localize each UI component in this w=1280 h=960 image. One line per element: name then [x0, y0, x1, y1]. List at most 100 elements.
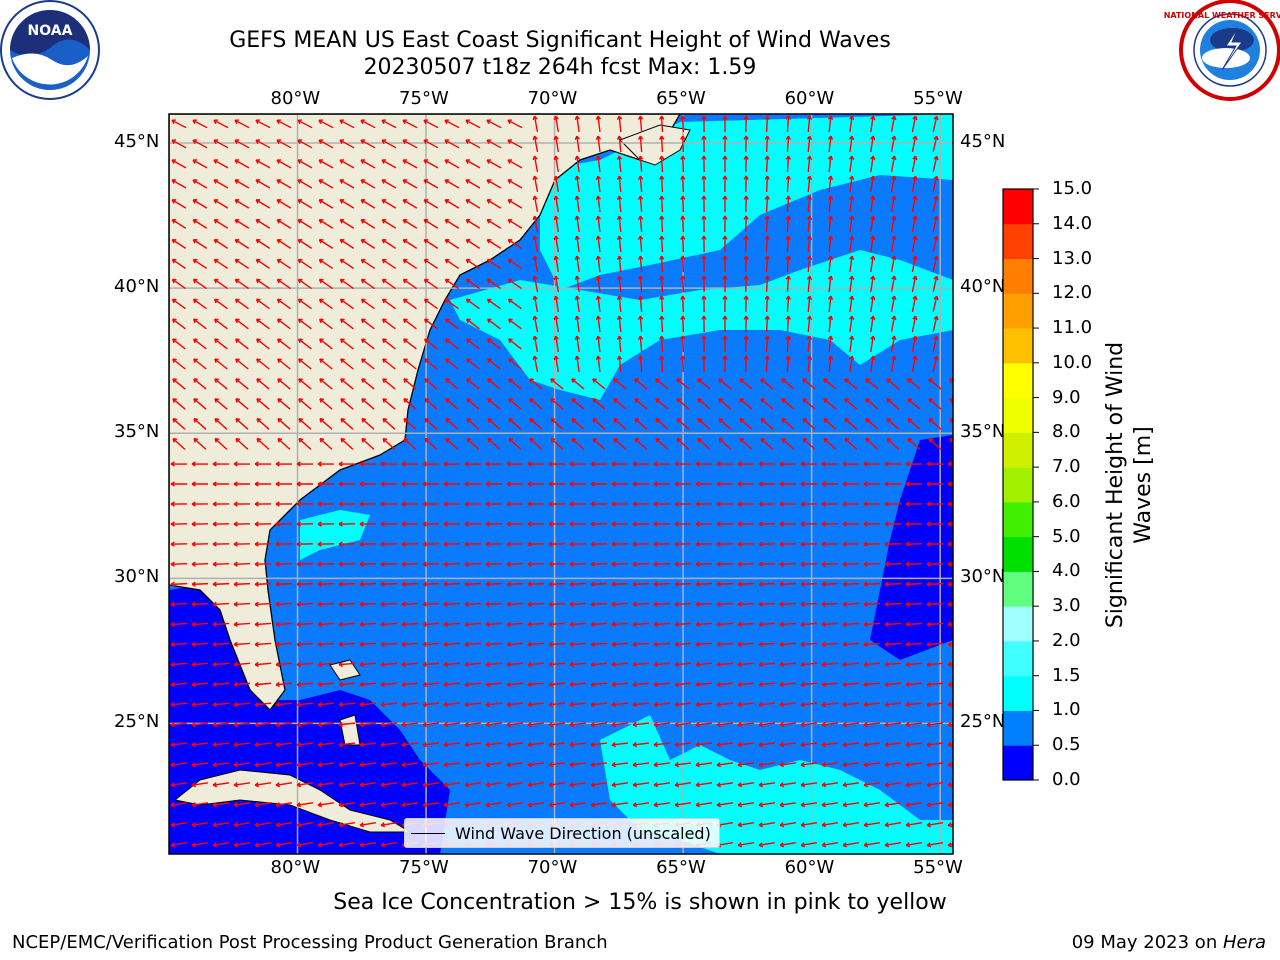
wind-wave-arrow — [764, 255, 770, 273]
wind-wave-arrow — [806, 335, 813, 353]
wind-wave-arrow — [464, 802, 482, 808]
wind-wave-arrow — [701, 195, 707, 213]
wind-wave-arrow — [296, 521, 314, 527]
wind-wave-arrow — [701, 315, 707, 333]
wind-wave-arrow — [486, 119, 502, 129]
wind-wave-arrow — [905, 461, 923, 467]
wind-wave-arrow — [827, 295, 834, 313]
wind-wave-arrow — [827, 235, 834, 253]
wind-wave-arrow — [532, 135, 539, 152]
wind-wave-arrow — [659, 115, 665, 133]
wind-wave-arrow — [532, 175, 539, 192]
wind-wave-arrow — [532, 295, 539, 312]
wind-wave-arrow — [616, 315, 623, 333]
colorbar-tick-label: 14.0 — [1052, 212, 1093, 234]
wind-wave-arrow — [590, 501, 608, 507]
wind-wave-arrow — [574, 155, 580, 173]
wind-wave-arrow — [932, 175, 939, 192]
wind-wave-arrow — [884, 681, 902, 688]
wind-wave-arrow — [506, 802, 524, 808]
wind-wave-arrow — [508, 358, 522, 370]
wind-wave-arrow — [380, 762, 398, 768]
wind-wave-arrow — [932, 135, 939, 152]
wind-wave-arrow — [695, 521, 713, 527]
wind-wave-arrow — [213, 199, 229, 209]
wind-wave-arrow — [233, 841, 251, 848]
wind-wave-arrow — [574, 295, 580, 313]
wind-wave-arrow — [423, 199, 439, 209]
wind-wave-arrow — [571, 437, 585, 450]
wind-wave-arrow — [507, 119, 523, 129]
wind-wave-arrow — [298, 358, 312, 370]
wind-wave-arrow — [380, 822, 398, 828]
wind-wave-arrow — [233, 782, 251, 788]
wind-wave-arrow — [485, 802, 503, 808]
wind-wave-arrow — [380, 802, 398, 808]
colorbar-swatch — [1003, 258, 1033, 294]
wind-wave-arrow — [296, 541, 314, 547]
wind-wave-arrow — [863, 741, 881, 748]
wind-wave-arrow — [191, 501, 209, 507]
wind-wave-arrow — [758, 701, 776, 708]
wind-wave-arrow — [296, 741, 314, 748]
wind-wave-arrow — [827, 195, 834, 213]
wind-wave-arrow — [890, 355, 897, 372]
wind-wave-arrow — [569, 701, 587, 708]
wind-wave-arrow — [527, 641, 545, 648]
wind-wave-arrow — [318, 139, 334, 149]
wind-wave-arrow — [193, 358, 207, 370]
colorbar-swatch — [1003, 536, 1033, 572]
wind-wave-arrow — [339, 199, 355, 209]
wind-wave-arrow — [532, 195, 539, 212]
wind-wave-arrow — [402, 219, 418, 229]
wind-wave-arrow — [507, 179, 523, 189]
wind-wave-arrow — [359, 782, 377, 788]
wind-wave-arrow — [926, 721, 944, 728]
wind-wave-arrow — [485, 741, 503, 748]
wind-wave-arrow — [632, 621, 650, 627]
wind-wave-arrow — [466, 378, 480, 390]
wind-wave-arrow — [616, 255, 623, 273]
wind-wave-arrow — [611, 641, 629, 648]
wind-wave-arrow — [827, 255, 834, 273]
wind-wave-arrow — [213, 139, 229, 149]
wind-wave-arrow — [653, 621, 671, 627]
colorbar-swatch — [1003, 606, 1033, 642]
wind-wave-arrow — [338, 481, 355, 487]
wind-wave-arrow — [806, 235, 813, 253]
wind-wave-arrow — [359, 721, 377, 728]
colorbar-tick-label: 7.0 — [1052, 456, 1081, 478]
wind-wave-arrow — [870, 115, 876, 133]
wind-wave-arrow — [234, 238, 250, 249]
wind-wave-arrow — [764, 355, 770, 373]
wind-wave-arrow — [911, 335, 918, 352]
wind-wave-arrow — [637, 195, 644, 213]
wind-wave-arrow — [701, 215, 707, 233]
wind-wave-arrow — [254, 481, 271, 487]
wind-wave-arrow — [506, 561, 524, 567]
wind-wave-arrow — [680, 135, 686, 153]
wind-wave-arrow — [863, 661, 881, 668]
wind-wave-arrow — [402, 119, 418, 129]
wind-wave-arrow — [443, 721, 461, 728]
wind-wave-arrow — [532, 315, 539, 332]
wind-wave-arrow — [911, 195, 918, 212]
colorbar-tick-label: 15.0 — [1052, 178, 1093, 199]
wind-wave-arrow — [764, 175, 770, 193]
wind-wave-arrow — [485, 541, 503, 547]
wind-wave-arrow — [863, 762, 881, 768]
wind-wave-arrow — [359, 601, 377, 607]
wind-wave-arrow — [680, 155, 686, 173]
wind-wave-arrow — [234, 278, 249, 290]
wind-wave-arrow — [256, 338, 270, 350]
wind-wave-arrow — [821, 521, 839, 527]
wind-wave-arrow — [465, 159, 481, 169]
wind-wave-arrow — [737, 741, 755, 748]
wind-wave-arrow — [401, 501, 419, 507]
wind-wave-arrow — [550, 378, 564, 390]
wind-wave-arrow — [527, 561, 545, 567]
wind-wave-arrow — [926, 661, 944, 668]
wind-wave-arrow — [695, 461, 713, 467]
wind-wave-arrow — [758, 481, 775, 487]
wind-wave-arrow — [212, 721, 230, 728]
